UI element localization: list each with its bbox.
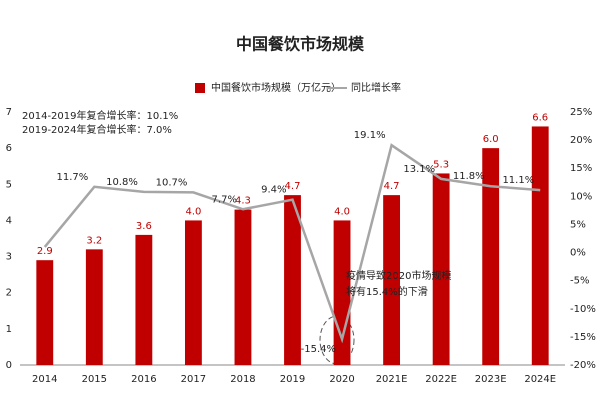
bar <box>284 195 301 365</box>
bar <box>85 249 103 365</box>
y2-tick-label: 20% <box>570 135 592 146</box>
bar-label: 4.0 <box>185 206 201 217</box>
x-tick-label: 2024E <box>524 374 556 385</box>
bar-label: 4.3 <box>235 196 251 207</box>
y2-tick-label: 0% <box>570 248 586 259</box>
annotation: 将有15.4%的下滑 <box>346 285 428 298</box>
line-label: 19.1% <box>354 130 386 141</box>
bar <box>383 195 401 365</box>
bar-label: 4.0 <box>334 206 350 217</box>
y2-tick-label: -10% <box>570 304 596 315</box>
x-tick-label: 2021E <box>376 374 408 385</box>
x-tick-label: 2023E <box>475 374 507 385</box>
line-label: 10.7% <box>156 177 188 188</box>
line-label: 7.7% <box>212 194 237 205</box>
line-label: 11.1% <box>502 175 534 186</box>
y2-tick-label: 5% <box>570 219 586 230</box>
annotation: 疫情导致2020市场规模 <box>346 269 451 282</box>
y2-tick-label: 25% <box>570 107 592 118</box>
bar-label: 4.7 <box>285 181 301 192</box>
x-tick-label: 2016 <box>131 374 156 385</box>
line-label: 13.1% <box>403 164 435 175</box>
bar-label: 5.3 <box>433 159 449 170</box>
x-tick-label: 2022E <box>425 374 457 385</box>
bar-label: 6.0 <box>483 134 499 145</box>
y-tick-label: 7 <box>6 107 12 118</box>
x-tick-label: 2019 <box>280 374 305 385</box>
bar-label: 3.6 <box>136 221 152 232</box>
line-label: 10.8% <box>106 177 138 188</box>
bar <box>531 126 549 365</box>
y-tick-label: 5 <box>6 179 12 190</box>
bar-label: 2.9 <box>37 246 53 257</box>
y-tick-label: 0 <box>6 360 12 371</box>
bar <box>184 220 202 365</box>
x-tick-label: 2014 <box>32 374 57 385</box>
bar <box>36 260 54 365</box>
y2-tick-label: 15% <box>570 163 592 174</box>
y-tick-label: 4 <box>6 215 12 226</box>
y-tick-label: 3 <box>6 252 12 263</box>
y-tick-label: 6 <box>6 143 12 154</box>
line-label: -15.4% <box>301 344 336 355</box>
line-label: 11.8% <box>453 171 485 182</box>
y2-tick-label: -20% <box>570 360 596 371</box>
legend-swatch <box>195 83 205 93</box>
bar-label: 4.7 <box>384 181 400 192</box>
bar-label: 3.2 <box>86 235 102 246</box>
chart-title: 中国餐饮市场规模 <box>236 35 365 54</box>
bar <box>234 209 252 365</box>
growth-line <box>43 143 541 344</box>
bar <box>135 234 153 365</box>
legend-label: 中国餐饮市场规模（万亿元） <box>211 81 341 94</box>
y2-tick-label: 10% <box>570 191 592 202</box>
line-label: 9.4% <box>261 185 286 196</box>
y-tick-label: 2 <box>6 288 12 299</box>
legend-label: 同比增长率 <box>351 81 401 94</box>
x-tick-label: 2020 <box>329 374 354 385</box>
line-label: 11.7% <box>57 172 89 183</box>
bar-label: 6.6 <box>532 112 548 123</box>
x-tick-label: 2018 <box>230 374 255 385</box>
y-tick-label: 1 <box>6 324 12 335</box>
y2-tick-label: -15% <box>570 332 596 343</box>
bar <box>482 148 500 365</box>
x-tick-label: 2017 <box>181 374 206 385</box>
annotation: 2019-2024年复合增长率：7.0% <box>22 123 172 136</box>
x-tick-label: 2015 <box>82 374 107 385</box>
y2-tick-label: -5% <box>570 276 589 287</box>
bar <box>432 173 450 365</box>
annotation: 2014-2019年复合增长率：10.1% <box>22 109 178 122</box>
